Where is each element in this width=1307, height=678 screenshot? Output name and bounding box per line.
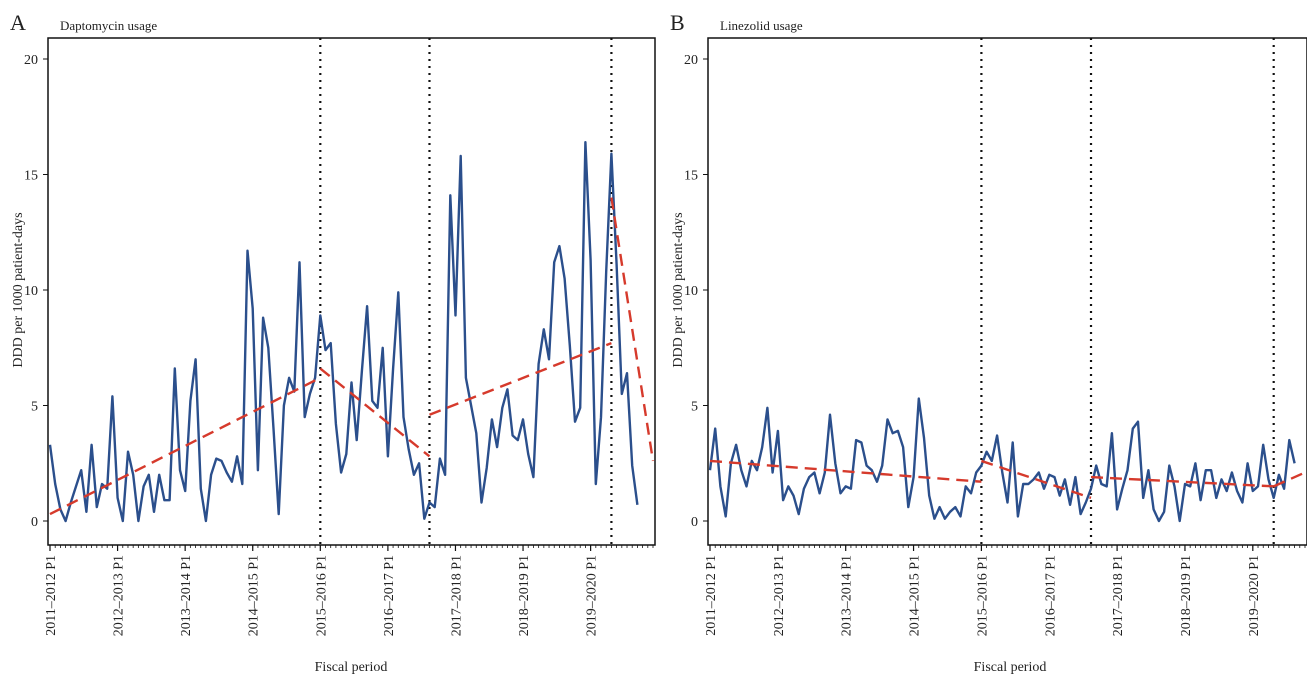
panel-a-title: Daptomycin usage [60,18,157,33]
regression-segment [429,342,612,416]
panel-a-x-axis-title: Fiscal period [315,660,388,675]
regression-segment [49,376,321,516]
x-tick-label: 2015–2016 P1 [975,555,990,636]
panel-b-linezolid: B Linezolid usage DDD per 1000 patient-d… [670,10,1307,675]
panel-b-plot-area: 0 5 10 15 20 2011–2012 P1 2012–2013 P1 2013–201… [684,37,1307,636]
y-tick-label: 0 [691,515,698,530]
x-tick-label: 2016–2017 P1 [1043,555,1058,636]
x-tick-label: 2011–2012 P1 [44,555,59,636]
x-tick-label: 2013–2014 P1 [840,555,855,636]
panel-a-letter: A [10,10,26,35]
x-tick-label: 2016–2017 P1 [382,555,397,636]
panel-b-y-axis-title: DDD per 1000 patient-days [671,212,686,367]
x-tick-label: 2014–2015 P1 [908,555,923,636]
x-tick-label: 2018–2019 P1 [517,555,532,636]
panel-a-plot-area: 0 5 10 15 20 2011–2012 P1 2012–2013 P1 2013–201… [24,37,656,636]
panel-b-letter: B [670,10,685,35]
x-tick-label: 2018–2019 P1 [1179,555,1194,636]
y-tick-label: 15 [684,169,698,184]
regression-segment [1090,475,1274,488]
panel-a-y-axis-title: DDD per 1000 patient-days [11,212,26,367]
regression-segment [1273,471,1306,488]
regression-segment [709,459,982,483]
y-tick-label: 0 [31,515,38,530]
y-tick-label: 5 [691,400,698,415]
x-tick-label: 2011–2012 P1 [704,555,719,636]
regression-segment [981,459,1092,500]
x-tick-label: 2017–2018 P1 [1111,555,1126,636]
x-tick-label: 2017–2018 P1 [449,555,464,636]
y-tick-label: 10 [684,284,698,299]
x-tick-label: 2019–2020 P1 [1247,555,1262,636]
y-tick-label: 10 [24,284,38,299]
observed-series-line [48,140,639,523]
y-tick-label: 20 [24,53,38,68]
panel-b-series-group [708,38,1306,545]
regression-segment [319,367,431,458]
x-tick-label: 2015–2016 P1 [314,555,329,636]
observed-series-line [708,397,1296,523]
x-tick-label: 2019–2020 P1 [585,555,600,636]
y-tick-label: 15 [24,169,38,184]
panel-b-title: Linezolid usage [720,18,803,33]
regression-segment [610,197,655,462]
x-tick-label: 2012–2013 P1 [772,555,787,636]
panel-a-series-group [48,38,655,545]
y-tick-label: 20 [684,53,698,68]
x-tick-label: 2014–2015 P1 [247,555,262,636]
x-tick-label: 2013–2014 P1 [179,555,194,636]
y-tick-label: 5 [31,400,38,415]
x-tick-label: 2012–2013 P1 [112,555,127,636]
panel-b-x-axis-title: Fiscal period [974,660,1047,675]
panel-a-daptomycin: A Daptomycin usage DDD per 1000 patient-… [10,10,656,675]
